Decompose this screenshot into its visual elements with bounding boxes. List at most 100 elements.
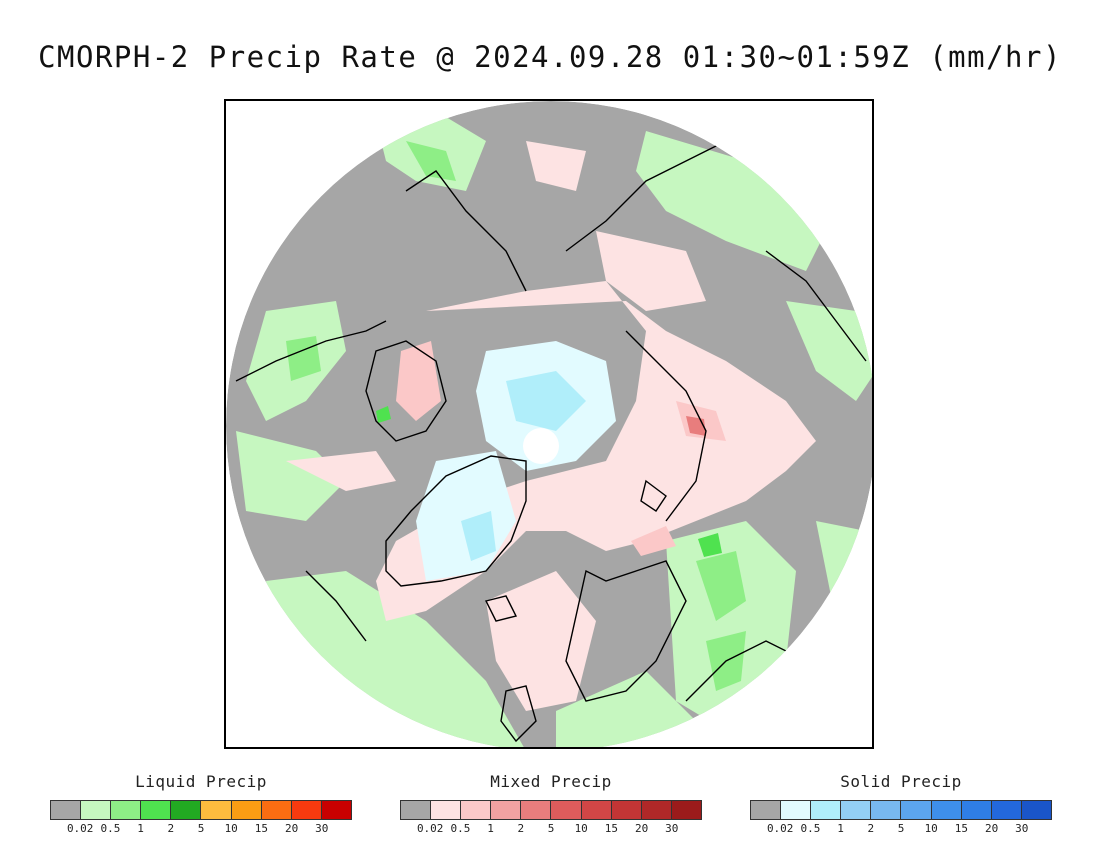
liquid-heavy-2 bbox=[376, 406, 391, 423]
legend-swatch bbox=[231, 801, 262, 819]
legend-swatch bbox=[931, 801, 962, 819]
liquid-heavy-1 bbox=[698, 533, 722, 557]
liquid-precip-moderate bbox=[286, 141, 746, 691]
map-disc bbox=[226, 101, 872, 747]
legend-tick-label: 5 bbox=[547, 822, 555, 835]
legend-tick-label: 20 bbox=[634, 822, 649, 835]
legend-colorbar bbox=[400, 800, 702, 820]
legend-tick-label: 30 bbox=[665, 822, 679, 835]
legend-swatch bbox=[51, 801, 82, 819]
legend-tick-label: 10 bbox=[924, 822, 938, 835]
liquid-moderate-3 bbox=[696, 551, 746, 621]
legend-swatch bbox=[491, 801, 522, 819]
legend-swatch bbox=[111, 801, 142, 819]
legend-swatch bbox=[581, 801, 612, 819]
mixed-area-pacific bbox=[526, 141, 586, 191]
legend-tick-label: 2 bbox=[867, 822, 875, 835]
legend-swatch bbox=[991, 801, 1022, 819]
legend-tick-label: 5 bbox=[197, 822, 205, 835]
legend-swatch bbox=[141, 801, 172, 819]
solid-moderate-pole bbox=[506, 371, 586, 431]
legend-tick-label: 20 bbox=[984, 822, 999, 835]
legend-tick-label: 20 bbox=[284, 822, 299, 835]
legend-ticks: 0.02 0.5 1 2 5 10 15 20 30 bbox=[400, 822, 702, 836]
kamchatka-coast bbox=[765, 250, 867, 362]
siberia-coast-west bbox=[625, 330, 707, 522]
legend-swatch bbox=[781, 801, 812, 819]
canada-coast bbox=[235, 320, 387, 382]
legend-tick-label: 15 bbox=[254, 822, 269, 835]
legend-swatch bbox=[201, 801, 232, 819]
scandinavia-coast bbox=[565, 560, 687, 702]
novaya-zemlya-coast bbox=[640, 479, 667, 512]
legend-swatch bbox=[551, 801, 582, 819]
liquid-moderate-1 bbox=[406, 141, 456, 181]
legend-tick-label: 2 bbox=[517, 822, 525, 835]
chart-title: CMORPH-2 Precip Rate @ 2024.09.28 01:30~… bbox=[38, 40, 1062, 74]
coastlines bbox=[235, 140, 867, 743]
legend-swatch bbox=[321, 801, 351, 819]
legend-swatch bbox=[521, 801, 552, 819]
legend-tick-label: 5 bbox=[897, 822, 905, 835]
legend-swatch bbox=[1021, 801, 1051, 819]
solid-moderate-greenland bbox=[461, 511, 496, 561]
legend-swatch bbox=[431, 801, 462, 819]
legend-swatch bbox=[401, 801, 432, 819]
solid-precip-moderate bbox=[461, 371, 586, 561]
legend-ticks: 0.02 0.5 1 2 5 10 15 20 30 bbox=[750, 822, 1052, 836]
legend-tick-label: 30 bbox=[315, 822, 329, 835]
liquid-area-east bbox=[786, 301, 872, 401]
mixed-precip-legend: Mixed Precip 0.02 0.5 1 2 5 10 15 20 30 bbox=[400, 772, 702, 836]
legend-tick-label: 30 bbox=[1015, 822, 1029, 835]
liquid-precip-legend: Liquid Precip 0.02 0.5 1 2 5 10 15 20 30 bbox=[50, 772, 352, 836]
legend-swatch bbox=[961, 801, 992, 819]
legend-swatch bbox=[841, 801, 872, 819]
legend-swatch bbox=[811, 801, 842, 819]
legend-tick-label: 2 bbox=[167, 822, 175, 835]
north-pole-marker bbox=[523, 428, 559, 464]
polar-precip-map bbox=[226, 101, 872, 747]
legend-swatch bbox=[671, 801, 701, 819]
solid-precip-legend: Solid Precip 0.02 0.5 1 2 5 10 15 20 30 bbox=[750, 772, 1052, 836]
legend-tick-label: 1 bbox=[837, 822, 844, 835]
greenland-coast bbox=[385, 455, 527, 587]
iceland-coast bbox=[484, 595, 518, 622]
legend-swatch bbox=[901, 801, 932, 819]
legend-tick-label: 1 bbox=[137, 822, 144, 835]
legend-swatch bbox=[641, 801, 672, 819]
liquid-area-europe-west bbox=[556, 671, 696, 747]
legend-title: Liquid Precip bbox=[135, 772, 267, 791]
polar-map-frame bbox=[224, 99, 874, 749]
labrador-coast bbox=[305, 570, 367, 642]
british-isles-coast bbox=[500, 685, 537, 743]
legend-tick-label: 1 bbox=[487, 822, 494, 835]
legend-swatch bbox=[461, 801, 492, 819]
legend-tick-label: 0.02 bbox=[766, 822, 794, 835]
legend-tick-label: 10 bbox=[224, 822, 238, 835]
legend-swatch bbox=[871, 801, 902, 819]
mixed-moderate-archipelago bbox=[396, 341, 441, 421]
legend-colorbar bbox=[50, 800, 352, 820]
canadian-archipelago-coast bbox=[365, 340, 447, 442]
legend-swatch bbox=[291, 801, 322, 819]
legend-title: Solid Precip bbox=[840, 772, 962, 791]
legend-tick-label: 15 bbox=[604, 822, 619, 835]
legend-tick-label: 0.5 bbox=[800, 822, 821, 835]
legend-ticks: 0.02 0.5 1 2 5 10 15 20 30 bbox=[50, 822, 352, 836]
legend-tick-label: 0.5 bbox=[450, 822, 471, 835]
legend-swatch bbox=[81, 801, 112, 819]
liquid-area-west-low bbox=[236, 431, 346, 521]
mixed-area-siberia bbox=[596, 231, 706, 311]
legend-swatch bbox=[611, 801, 642, 819]
legend-tick-label: 10 bbox=[574, 822, 588, 835]
siberia-coast-north bbox=[565, 140, 727, 252]
legend-swatch bbox=[261, 801, 292, 819]
legend-swatch bbox=[171, 801, 202, 819]
legend-tick-label: 0.02 bbox=[416, 822, 444, 835]
legend-title: Mixed Precip bbox=[490, 772, 612, 791]
legend-swatch bbox=[751, 801, 782, 819]
mixed-moderate-3 bbox=[631, 526, 676, 556]
liquid-area-ne-top bbox=[636, 131, 826, 271]
mixed-area-norwegian-sea bbox=[486, 571, 596, 711]
legend-colorbar bbox=[750, 800, 1052, 820]
